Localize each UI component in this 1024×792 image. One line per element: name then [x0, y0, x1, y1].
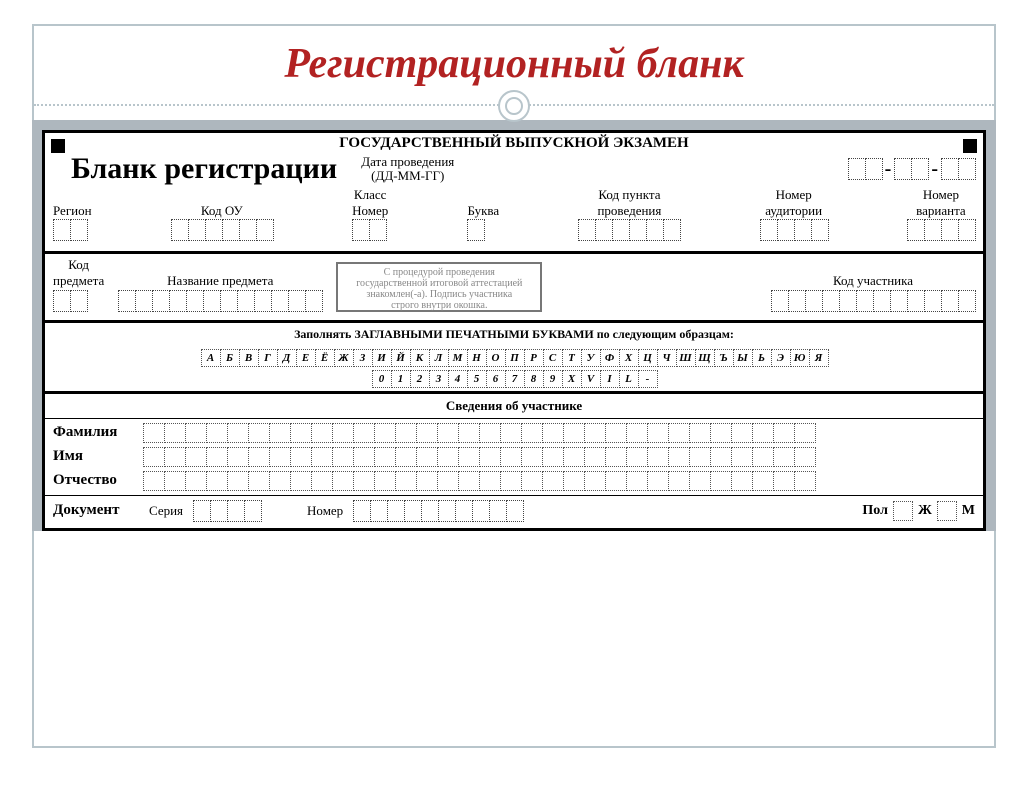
digits-row: 0123456789XVIL- [45, 370, 983, 388]
samples-label: Заполнять ЗАГЛАВНЫМИ ПЕЧАТНЫМИ БУКВАМИ п… [45, 325, 983, 346]
fields-row-2: Кодпредмета Название предмета С процедур… [45, 254, 983, 317]
document-row: Документ Серия Номер Пол Ж М [45, 498, 983, 524]
marker-top-right [963, 139, 977, 153]
slide-frame: Регистрационный бланк ГОСУДАРСТВЕННЫЙ ВЫ… [32, 24, 996, 748]
marker-top-left [51, 139, 65, 153]
form-header: ГОСУДАРСТВЕННЫЙ ВЫПУСКНОЙ ЭКЗАМЕН [45, 135, 983, 152]
form-title: Бланк регистрации [71, 152, 337, 186]
date-cells: - - [848, 158, 975, 181]
participant-header: Сведения об участнике [45, 396, 983, 416]
name-row: Имя [45, 445, 983, 469]
registration-form: ГОСУДАРСТВЕННЫЙ ВЫПУСКНОЙ ЭКЗАМЕН Бланк … [42, 130, 986, 531]
slide-title: Регистрационный бланк [34, 40, 994, 88]
form-gray-bg: ГОСУДАРСТВЕННЫЙ ВЫПУСКНОЙ ЭКЗАМЕН Бланк … [32, 120, 996, 531]
surname-row: Фамилия [45, 421, 983, 445]
patronymic-row: Отчество [45, 469, 983, 493]
signature-box: С процедурой проведения государственной … [336, 262, 542, 312]
separator [34, 90, 994, 120]
date-label: Дата проведения(ДД-ММ-ГГ) [361, 155, 454, 184]
fields-row-1: Регион Код ОУ КлассНомер Буква Код пункт… [45, 186, 983, 247]
alphabet-row: АБВГДЕЁЖЗИЙКЛМНОПРСТУФХЦЧШЩЪЫЬЭЮЯ [45, 349, 983, 367]
